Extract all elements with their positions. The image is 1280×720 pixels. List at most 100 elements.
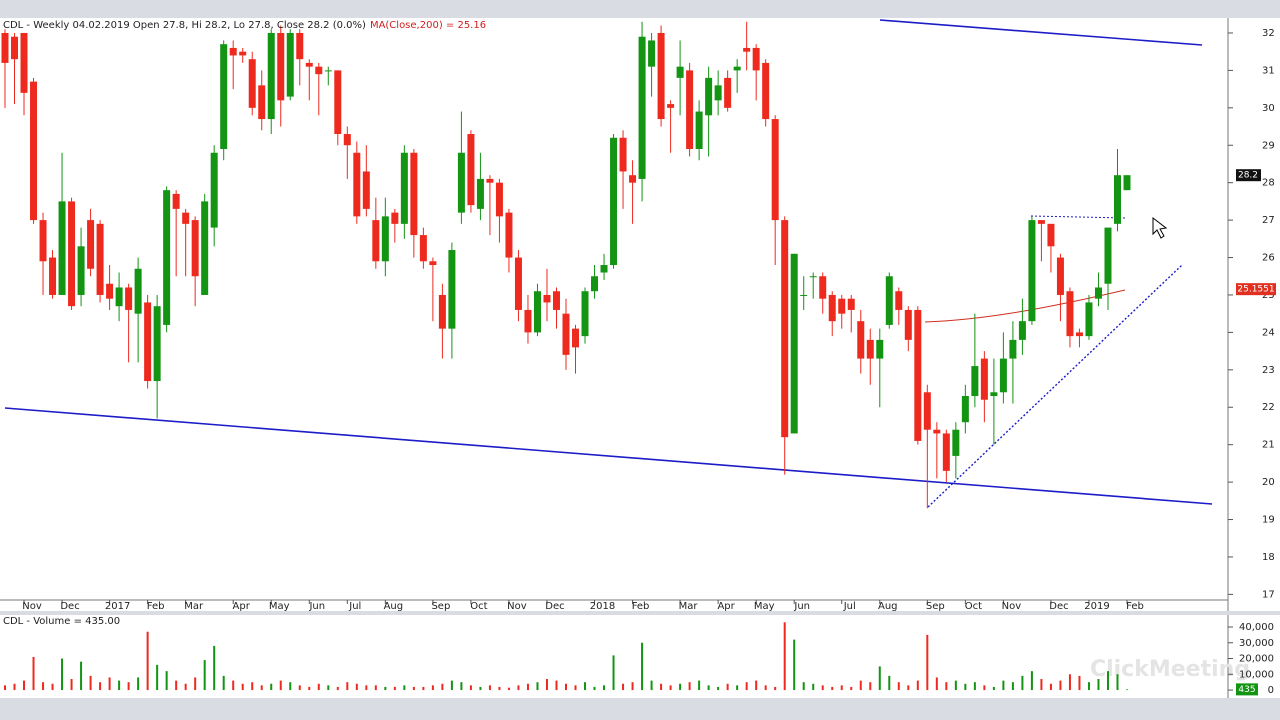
- candle-body: [201, 201, 209, 295]
- volume-bar: [593, 686, 596, 691]
- candle-body: [362, 171, 370, 209]
- candle-body: [476, 178, 484, 209]
- volume-bar: [32, 656, 35, 691]
- candle-body: [182, 212, 190, 224]
- x-tick-label: Sep: [431, 601, 450, 612]
- candle-body: [819, 276, 827, 299]
- candle-body: [343, 134, 351, 146]
- candle-body: [163, 190, 171, 325]
- candle-body: [695, 111, 703, 149]
- candle-body: [591, 276, 599, 292]
- y-tick-label: 28: [1262, 178, 1275, 189]
- candle-body: [334, 70, 342, 135]
- candle-body: [895, 291, 903, 310]
- candle-body: [533, 291, 541, 333]
- y-tick-label: 30,000: [1239, 638, 1274, 649]
- x-tick-label: Feb: [147, 601, 165, 612]
- last-price-label: 28.2: [1238, 171, 1258, 181]
- x-tick-label: Oct: [470, 601, 487, 612]
- candle-body: [629, 175, 637, 183]
- candle-body: [923, 392, 931, 430]
- candle-body: [106, 283, 114, 299]
- candle-body: [914, 309, 922, 441]
- x-tick-label: 2017: [105, 601, 130, 612]
- volume-bar: [888, 675, 891, 691]
- candle-body: [391, 212, 399, 224]
- x-tick-label: May: [754, 601, 775, 612]
- volume-bar: [488, 685, 491, 691]
- trend-line: [4, 407, 1213, 505]
- candle-body: [1075, 332, 1083, 337]
- volume-bar: [850, 686, 853, 691]
- volume-bar: [983, 685, 986, 691]
- volume-bar: [555, 680, 558, 691]
- volume-bar: [61, 658, 64, 691]
- candle-body: [1123, 175, 1131, 191]
- volume-bar: [736, 685, 739, 691]
- watermark: ClickMeeting: [1090, 657, 1250, 682]
- y-tick-label: 30: [1262, 103, 1275, 114]
- volume-bar: [251, 682, 254, 691]
- x-tick-label: May: [269, 601, 290, 612]
- candle-body: [153, 306, 161, 382]
- volume-bar: [89, 675, 92, 691]
- volume-bar: [565, 683, 567, 691]
- candle-body: [144, 302, 152, 382]
- x-tick-label: Apr: [717, 601, 735, 612]
- volume-bar: [336, 686, 339, 691]
- candle-body: [667, 104, 675, 108]
- y-tick-label: 17: [1262, 589, 1275, 600]
- volume-bar: [1068, 674, 1071, 691]
- x-tick-label: Apr: [233, 601, 251, 612]
- volume-bar: [859, 680, 862, 691]
- x-tick-label: Nov: [1002, 601, 1022, 612]
- volume-bar: [175, 680, 178, 691]
- candle-body: [410, 152, 418, 236]
- candle-body: [220, 44, 228, 149]
- volume-bar: [137, 677, 140, 691]
- volume-bar: [669, 685, 672, 691]
- volume-bar: [764, 685, 767, 691]
- volume-bar: [213, 645, 216, 691]
- volume-bar: [327, 685, 330, 691]
- candle-body: [372, 220, 380, 262]
- volume-bar: [469, 685, 472, 691]
- volume-bar: [812, 683, 815, 691]
- volume-bar: [1059, 680, 1062, 691]
- x-tick-label: Sep: [926, 601, 945, 612]
- candle-body: [438, 294, 446, 329]
- volume-bar: [945, 682, 948, 691]
- volume-bar: [622, 683, 625, 691]
- candle-body: [381, 216, 389, 262]
- candle-body: [714, 85, 722, 101]
- volume-bar: [584, 682, 587, 691]
- x-tick-label: Dec: [1049, 601, 1068, 612]
- candle-body: [1, 32, 9, 63]
- candle-body: [1018, 321, 1026, 340]
- candle-body: [267, 32, 275, 120]
- candle-body: [847, 298, 855, 310]
- candle-body: [676, 66, 684, 78]
- candle-body: [800, 294, 808, 296]
- volume-bar: [412, 686, 415, 691]
- candle-body: [229, 47, 237, 56]
- volume-bar: [232, 680, 235, 691]
- price-panel: 17 18 19 20 21 22 23 24 25 26 27 28 29 30 31 32 Nov Dec 20…: [1, 21, 1276, 612]
- candle-body: [857, 321, 865, 359]
- volume-bar: [650, 680, 653, 691]
- candle-body: [724, 77, 732, 108]
- volume-bar: [1116, 674, 1119, 691]
- candle-body: [429, 261, 437, 266]
- x-tick-label: Jul: [348, 601, 361, 612]
- candle-body: [581, 291, 589, 337]
- candle-body: [743, 47, 751, 52]
- candle-body: [495, 182, 503, 217]
- candle-body: [305, 62, 313, 67]
- candle-body: [638, 36, 646, 179]
- candle-body: [600, 265, 608, 273]
- volume-bar: [831, 686, 834, 691]
- trend-line: [879, 19, 1203, 46]
- candle-body: [505, 212, 513, 258]
- x-tick-label: Aug: [878, 601, 898, 612]
